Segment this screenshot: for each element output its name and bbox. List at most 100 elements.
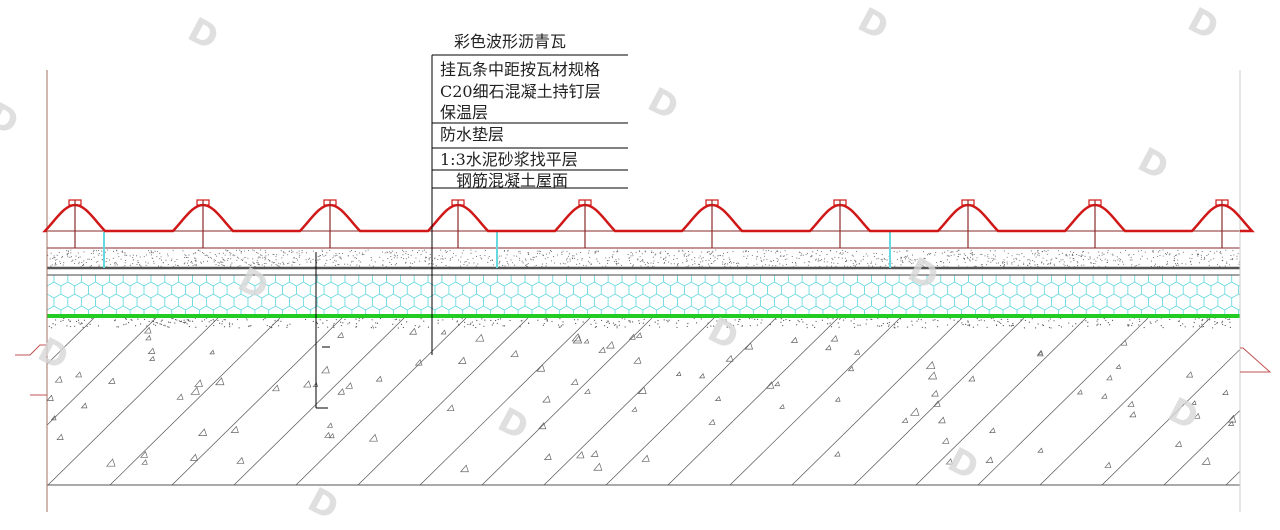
speckle <box>296 252 298 254</box>
speckle <box>472 258 474 260</box>
speckle <box>1222 323 1224 326</box>
speckle <box>148 250 150 252</box>
speckle <box>153 260 155 262</box>
speckle <box>1137 250 1139 252</box>
aggregate-mark <box>779 403 785 409</box>
speckle <box>1031 318 1033 320</box>
aggregate-mark <box>302 380 312 388</box>
speckle <box>1008 325 1011 327</box>
speckle <box>1127 325 1129 327</box>
speckle <box>442 319 444 321</box>
speckle <box>905 256 907 258</box>
speckle <box>896 251 898 253</box>
speckle <box>976 318 978 320</box>
speckle <box>884 258 886 261</box>
speckle <box>618 262 620 264</box>
speckle <box>69 320 71 322</box>
speckle <box>559 263 561 265</box>
speckle <box>950 254 952 257</box>
speckle <box>1057 250 1060 252</box>
speckle <box>367 249 369 251</box>
aggregate-mark <box>909 407 920 416</box>
speckle <box>866 319 868 321</box>
speckle <box>318 255 321 257</box>
speckle <box>390 256 392 258</box>
speckle <box>1162 255 1164 257</box>
speckle <box>565 259 568 261</box>
speckle <box>1021 253 1023 255</box>
speckle <box>867 255 869 257</box>
speckle <box>871 265 874 267</box>
speckle <box>683 254 685 256</box>
speckle <box>324 264 326 266</box>
aggregate-mark <box>147 347 156 355</box>
speckle <box>1012 324 1014 327</box>
speckle <box>205 325 207 327</box>
speckle <box>507 250 509 252</box>
speckle <box>733 262 735 264</box>
speckle <box>974 265 976 267</box>
speckle <box>269 325 271 328</box>
speckle <box>590 263 592 265</box>
speckle <box>533 256 535 259</box>
speckle <box>595 250 597 252</box>
speckle <box>498 263 500 265</box>
speckle <box>153 323 155 325</box>
speckle <box>1204 258 1206 260</box>
speckle <box>1200 258 1202 260</box>
speckle <box>562 324 564 326</box>
speckle <box>710 325 712 327</box>
speckle <box>768 249 770 251</box>
speckle <box>970 249 972 251</box>
speckle <box>186 262 189 264</box>
speckle <box>914 260 916 262</box>
speckle <box>395 263 398 265</box>
hatch-line <box>605 318 777 485</box>
speckle <box>699 255 701 257</box>
speckle <box>780 318 782 320</box>
speckle <box>1113 259 1115 261</box>
nail-cap <box>68 199 82 206</box>
speckle <box>259 264 261 266</box>
speckle <box>156 256 158 258</box>
speckle <box>831 257 833 260</box>
speckle <box>1035 327 1037 329</box>
speckle <box>544 258 546 260</box>
speckle <box>437 319 439 321</box>
speckle <box>713 325 715 327</box>
speckle <box>830 265 832 267</box>
speckle <box>59 261 61 263</box>
speckle <box>886 322 889 324</box>
speckle <box>522 262 524 264</box>
speckle <box>124 253 126 255</box>
speckle <box>863 255 865 257</box>
speckle <box>52 323 54 325</box>
speckle <box>870 318 872 320</box>
speckle <box>922 265 924 267</box>
speckle <box>165 259 167 261</box>
speckle <box>253 250 255 252</box>
speckle <box>116 249 118 251</box>
speckle <box>1159 250 1161 252</box>
speckle <box>160 259 163 261</box>
speckle <box>1128 253 1130 255</box>
speckle <box>627 253 629 255</box>
speckle <box>1169 318 1171 321</box>
speckle <box>236 259 238 261</box>
speckle <box>616 325 618 327</box>
speckle <box>717 258 719 260</box>
speckle <box>791 262 793 264</box>
hatch-line <box>419 318 591 485</box>
speckle <box>903 256 905 258</box>
speckle <box>1047 263 1049 265</box>
speckle <box>1158 265 1161 268</box>
speckle <box>542 263 544 265</box>
speckle <box>147 262 149 264</box>
speckle <box>124 265 126 267</box>
speckle <box>371 259 373 261</box>
speckle <box>840 252 842 254</box>
speckle <box>62 264 64 266</box>
speckle <box>769 324 771 326</box>
speckle <box>981 253 983 256</box>
speckle <box>1195 250 1197 252</box>
